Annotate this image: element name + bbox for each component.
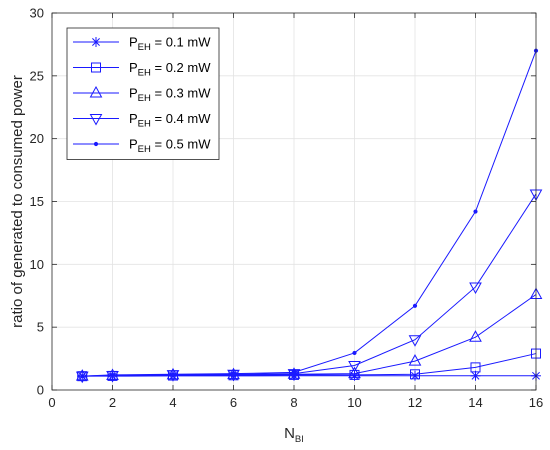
x-tick-label: 10 xyxy=(347,395,361,410)
asterisk-marker xyxy=(470,370,481,381)
triangle-down-marker xyxy=(408,335,422,347)
x-tick-label: 2 xyxy=(109,395,116,410)
triangle-down-marker xyxy=(348,360,361,373)
legend-item: PEH = 0.2 mW xyxy=(73,60,211,79)
legend-label: PEH = 0.1 mW xyxy=(129,35,211,54)
legend-item: PEH = 0.3 mW xyxy=(73,85,211,105)
square-marker xyxy=(410,369,420,380)
triangle-up-marker xyxy=(89,85,103,98)
y-axis-label: ratio of generated to consumed power xyxy=(9,75,26,328)
triangle-down-marker xyxy=(469,282,482,294)
dot-marker xyxy=(473,209,478,214)
y-tick-label: 25 xyxy=(30,68,44,83)
legend: PEH = 0.1 mW PEH = 0.2 mW PEH = 0.3 mW PEH … xyxy=(66,27,220,160)
legend-label: PEH = 0.4 mW xyxy=(129,111,211,130)
dot-marker xyxy=(291,370,297,375)
triangle-down-marker xyxy=(89,114,103,126)
dot-marker xyxy=(170,372,176,377)
x-tick-label: 8 xyxy=(290,395,297,410)
triangle-down-marker xyxy=(166,370,180,382)
legend-item: PEH = 0.4 mW xyxy=(73,111,211,130)
triangle-up-marker xyxy=(408,354,422,366)
triangle-down-marker xyxy=(227,369,240,382)
legend-label: PEH = 0.3 mW xyxy=(129,86,211,105)
x-axis-label: NBI xyxy=(284,425,304,445)
y-tick-label: 5 xyxy=(37,320,44,335)
legend-item: PEH = 0.1 mW xyxy=(73,35,211,54)
asterisk-stroke xyxy=(92,38,100,46)
y-tick-label: 10 xyxy=(30,257,44,272)
x-tick-label: 6 xyxy=(230,395,237,410)
dot-marker xyxy=(352,350,357,356)
triangle-up-marker xyxy=(348,366,361,379)
x-tick-label: 4 xyxy=(169,395,176,410)
y-tick-label: 15 xyxy=(30,194,44,209)
triangle-down-marker xyxy=(75,371,89,384)
x-tick-label: 12 xyxy=(408,395,422,410)
square-marker xyxy=(470,362,481,373)
x-tick-label: 16 xyxy=(529,395,543,410)
dot-marker xyxy=(93,141,99,147)
dot-marker xyxy=(110,372,115,378)
dot-marker xyxy=(412,303,418,308)
y-tick-label: 20 xyxy=(30,131,44,146)
series-5 xyxy=(80,48,539,379)
y-tick-label: 0 xyxy=(37,383,44,398)
x-tick-label: 14 xyxy=(468,395,482,410)
ticks: 0 2 4 6 8 10 12 14 16 0 5 10 15 20 25 30 xyxy=(30,6,544,411)
triangle-down-marker xyxy=(106,371,119,383)
grid xyxy=(52,13,536,390)
dot-marker xyxy=(80,374,85,379)
triangle-up-marker xyxy=(75,369,89,381)
asterisk-marker xyxy=(91,37,101,47)
dot-marker xyxy=(231,371,236,376)
asterisk-marker xyxy=(410,370,420,381)
asterisk-stroke xyxy=(471,371,480,380)
triangle-up-marker xyxy=(469,330,482,342)
x-tick-label: 0 xyxy=(48,395,55,410)
triangle-down-marker xyxy=(287,369,301,381)
legend-label: PEH = 0.2 mW xyxy=(129,60,211,79)
legend-item: PEH = 0.5 mW xyxy=(73,137,211,156)
asterisk-stroke xyxy=(411,371,419,380)
square-marker xyxy=(91,62,101,73)
legend-label: PEH = 0.5 mW xyxy=(129,137,211,156)
y-tick-label: 30 xyxy=(30,6,44,21)
